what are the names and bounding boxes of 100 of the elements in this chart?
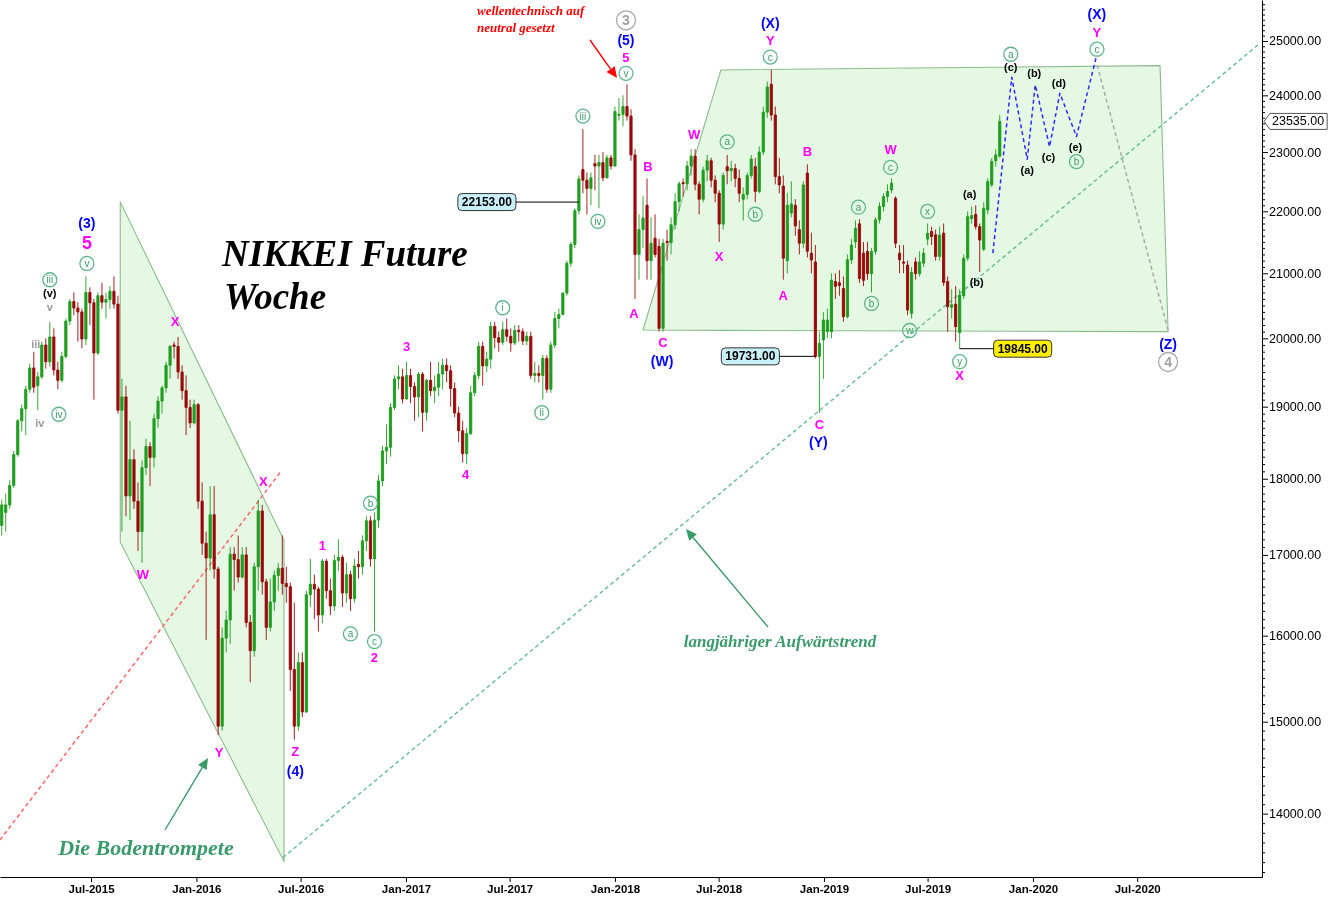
annotation: 19845.00 xyxy=(997,341,1049,356)
annotation: (Z) xyxy=(1159,336,1178,353)
candlestick xyxy=(809,232,813,274)
annotation: iv xyxy=(55,408,63,420)
x-tick-label: Jul-2019 xyxy=(905,883,952,896)
candlestick xyxy=(368,515,373,568)
annotation: b xyxy=(1073,156,1080,168)
x-tick-label: Jul-2015 xyxy=(68,883,116,896)
candlestick xyxy=(841,276,845,323)
annotation: iv xyxy=(594,215,602,227)
candlestick xyxy=(665,229,669,262)
candlestick xyxy=(44,337,48,370)
candlestick xyxy=(96,292,100,356)
annotation: A xyxy=(778,288,789,304)
annotation: (b) xyxy=(1027,66,1042,79)
x-tick-label: Jan-2016 xyxy=(172,883,222,896)
y-tick-label: 25000.00 xyxy=(1269,34,1322,49)
annotation: W xyxy=(884,141,898,157)
y-tick-label: 14000.00 xyxy=(1269,807,1322,822)
annotation: b xyxy=(367,497,374,509)
annotation: wellentechnisch auf neutral gesetzt xyxy=(477,2,586,34)
annotation: X xyxy=(955,368,965,384)
annotation: C xyxy=(658,335,669,351)
annotation: x xyxy=(925,205,931,217)
annotation: (a) xyxy=(1020,164,1035,177)
annotation: c xyxy=(767,51,773,63)
candlestick xyxy=(348,570,352,612)
annotation: B xyxy=(802,143,813,159)
annotation: 4 xyxy=(1164,354,1173,371)
candlestick xyxy=(681,177,685,197)
annotation: v xyxy=(46,300,54,313)
text: NIKKEI Future xyxy=(221,233,468,274)
x-tick-label: Jan-2020 xyxy=(1008,883,1059,896)
candlestick xyxy=(100,282,104,310)
candlestick xyxy=(240,546,244,580)
y-tick-label: 17000.00 xyxy=(1269,548,1322,563)
annotation: y xyxy=(957,356,963,368)
annotation: a xyxy=(724,136,731,148)
candlestick xyxy=(797,219,801,255)
candlestick xyxy=(725,154,729,185)
candlestick xyxy=(597,154,601,209)
annotation: a xyxy=(855,201,862,213)
candlestick xyxy=(124,385,128,517)
candlestick xyxy=(493,321,497,349)
annotation: iii xyxy=(579,110,587,122)
candlestick xyxy=(938,226,942,262)
annotation: (4) xyxy=(286,762,304,779)
candlestick xyxy=(501,321,505,346)
candlestick xyxy=(421,371,425,432)
annotation: (c) xyxy=(1041,150,1056,163)
candlestick xyxy=(192,399,196,425)
candlestick xyxy=(521,327,525,346)
candlestick xyxy=(793,198,797,237)
annotation: iv xyxy=(35,417,46,430)
candlestick xyxy=(352,558,356,604)
annotation: X xyxy=(714,249,724,265)
candlestick xyxy=(605,154,609,179)
y-tick-label: 22000.00 xyxy=(1269,204,1322,219)
annotation: A xyxy=(629,306,640,322)
annotation: b xyxy=(868,297,875,309)
candlestick xyxy=(821,311,825,380)
candlestick xyxy=(753,157,757,203)
annotation: (X) xyxy=(760,15,780,32)
candlestick xyxy=(950,288,954,319)
annotation: (c) xyxy=(1004,61,1018,74)
candlestick xyxy=(541,354,545,401)
annotation: 3 xyxy=(402,339,411,355)
x-tick-label: Jan-2019 xyxy=(799,883,850,896)
annotation: 5 xyxy=(81,233,92,254)
annotation: (v) xyxy=(43,286,57,299)
candlestick xyxy=(954,285,958,343)
y-tick-label: 18000.00 xyxy=(1269,472,1322,487)
x-tick-label: Jan-2017 xyxy=(381,883,432,896)
candlestick xyxy=(300,652,304,718)
candlestick xyxy=(400,368,405,404)
candlestick xyxy=(593,154,597,191)
annotation: v xyxy=(623,67,629,79)
candlestick xyxy=(517,324,521,343)
candlestick xyxy=(645,177,649,281)
annotation: b xyxy=(752,208,759,220)
annotation: c xyxy=(888,161,894,173)
annotation: (X) xyxy=(1087,6,1107,23)
candlestick xyxy=(589,172,593,206)
annotation: (e) xyxy=(1068,140,1083,153)
candlestick xyxy=(897,244,902,274)
annotation: (Y) xyxy=(809,434,828,450)
annotation: a xyxy=(1007,48,1014,60)
text: 23535.00 xyxy=(1272,114,1325,129)
annotation: w xyxy=(904,324,914,336)
candlestick xyxy=(889,177,894,194)
annotation: 1 xyxy=(318,538,326,554)
annotation: Y xyxy=(1092,24,1102,40)
annotation: Y xyxy=(765,32,775,48)
x-tick-label: Jul-2018 xyxy=(696,883,743,896)
candlestick xyxy=(601,151,605,182)
candlestick xyxy=(404,361,409,401)
candlestick xyxy=(661,238,665,333)
candlestick xyxy=(934,229,938,262)
candlestick xyxy=(837,269,841,297)
y-tick-label: 24000.00 xyxy=(1269,88,1322,103)
